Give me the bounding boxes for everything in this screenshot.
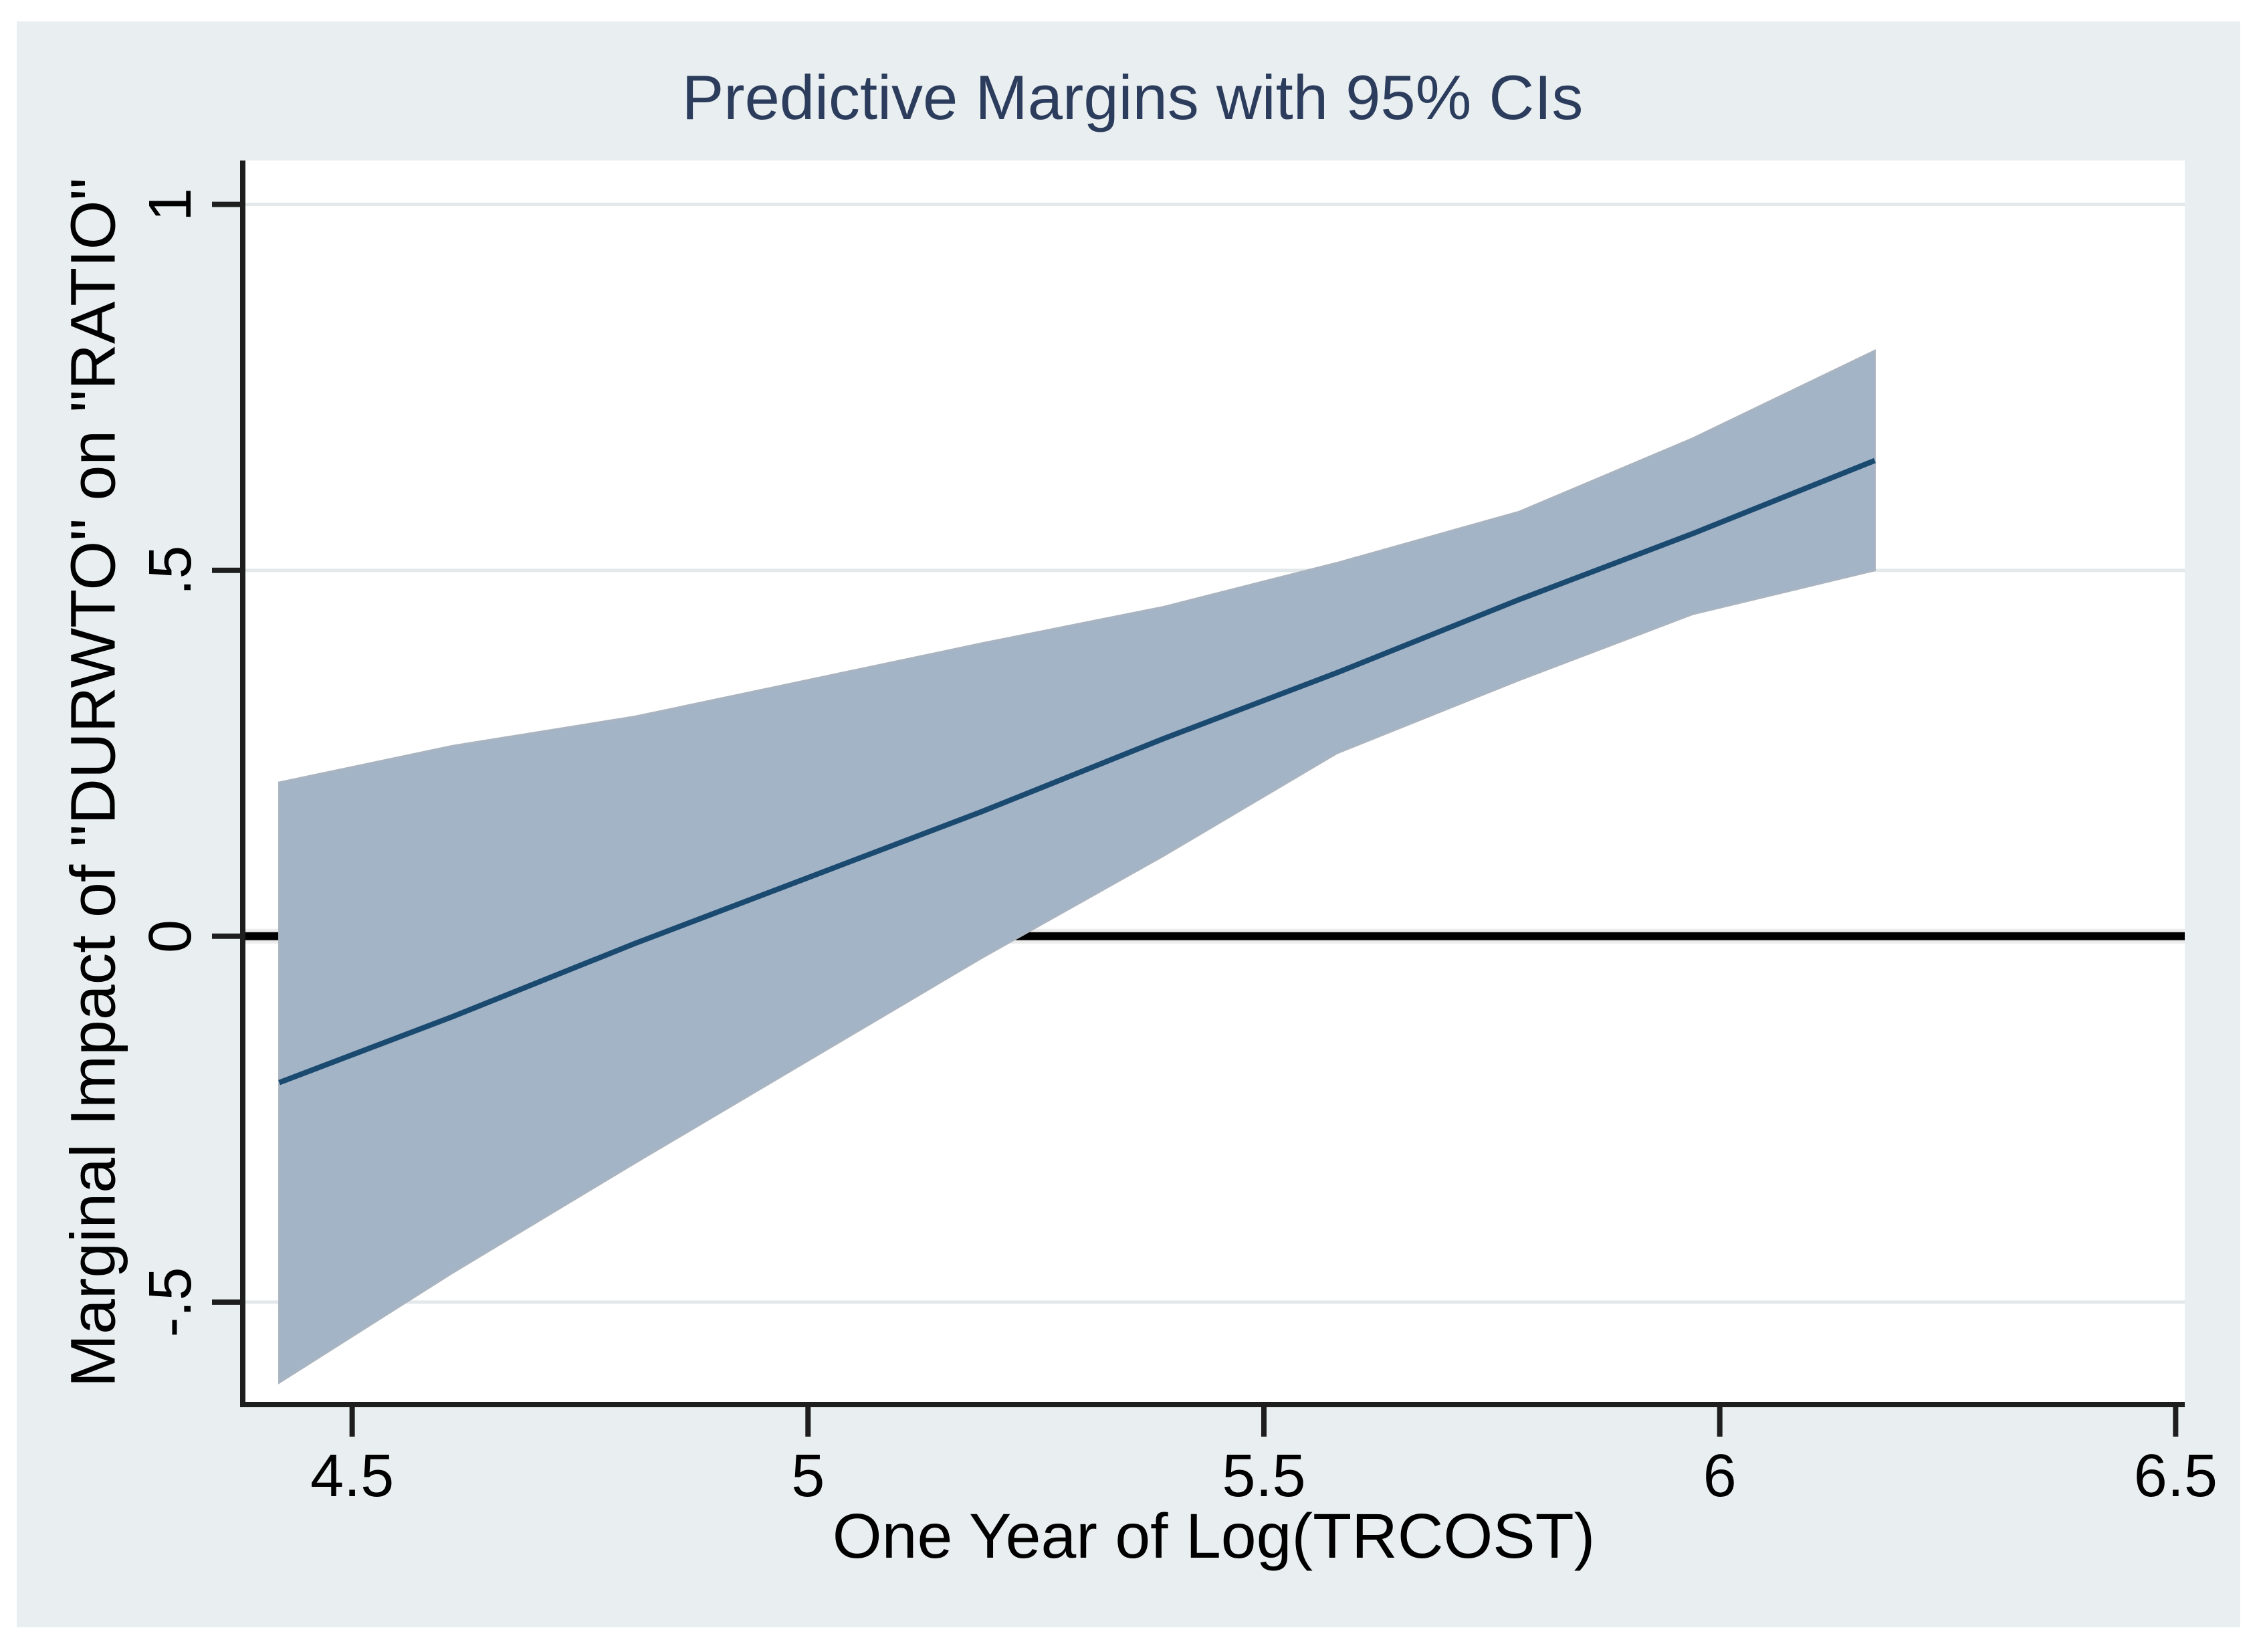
x-tick-label: 6: [1703, 1443, 1737, 1510]
x-tick-label: 5.5: [1222, 1443, 1306, 1510]
y-tick-label: 1: [137, 187, 204, 221]
x-tick-label: 4.5: [310, 1443, 395, 1510]
y-tick-label: -.5: [137, 1267, 204, 1338]
ci-band: [278, 349, 1876, 1384]
margins-line: [278, 457, 1876, 1086]
y-tick-label: .5: [137, 545, 204, 596]
x-axis-title: One Year of Log(TRCOST): [832, 1501, 1596, 1572]
x-tick-label: 5: [791, 1443, 825, 1510]
y-tick-label: 0: [137, 919, 204, 953]
x-tick-label: 6.5: [2133, 1443, 2218, 1510]
chart-title: Predictive Margins with 95% CIs: [681, 62, 1584, 132]
y-axis-title: Marginal Impact of "DURWTO" on "RATIO": [58, 177, 129, 1388]
